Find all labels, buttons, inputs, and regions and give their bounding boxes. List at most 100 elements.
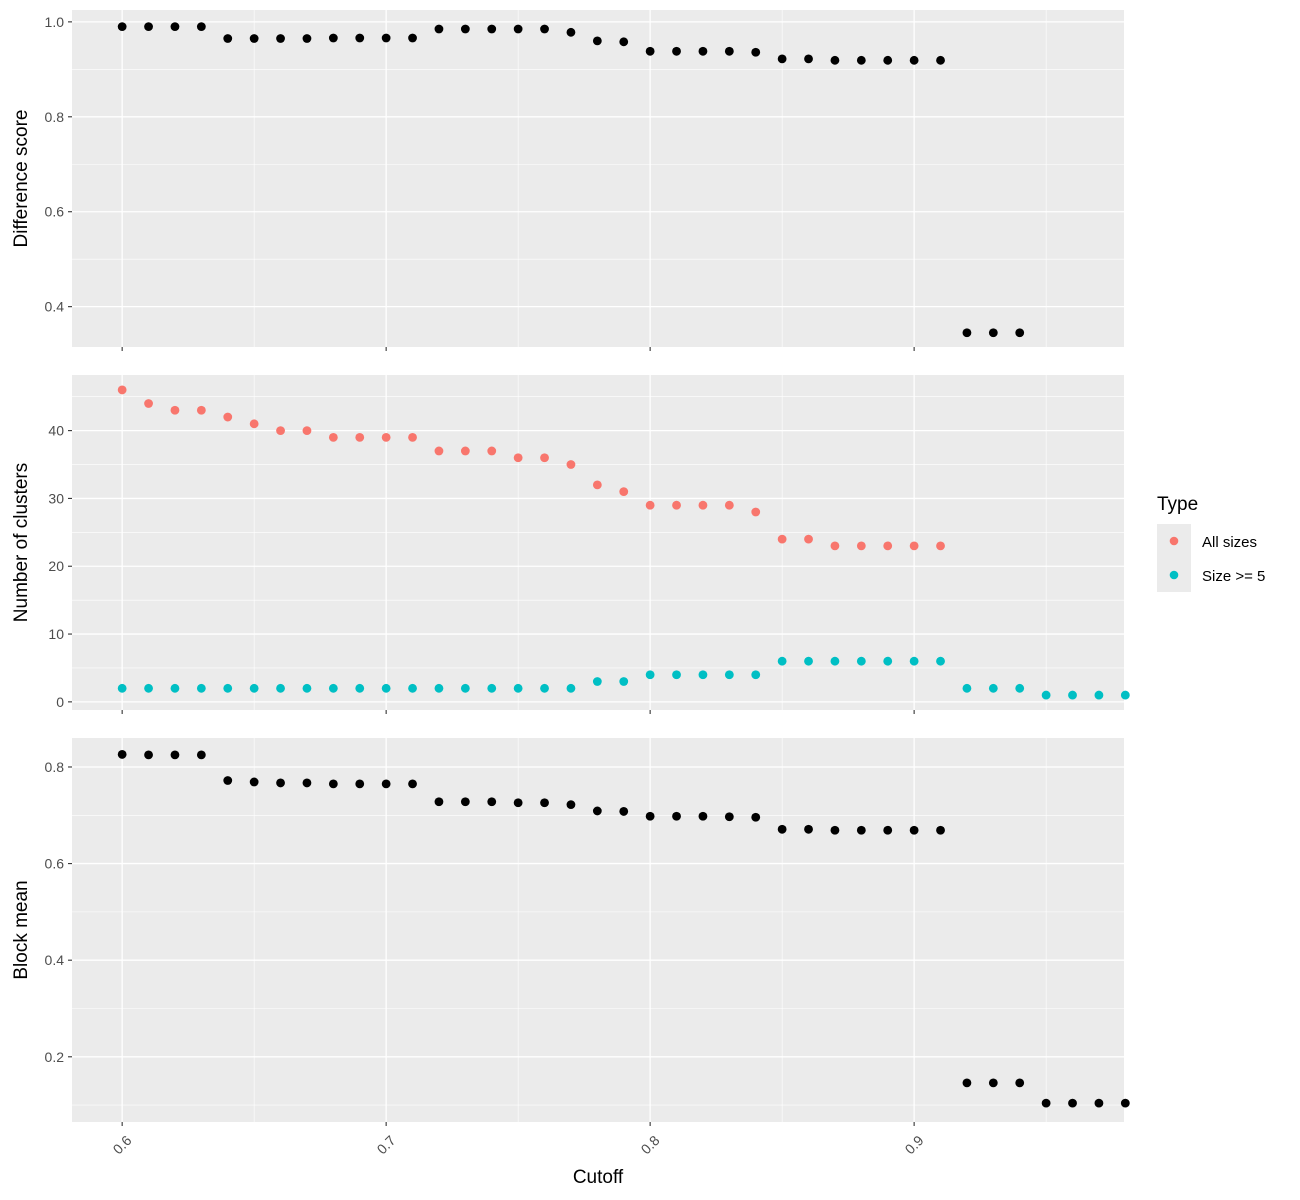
data-point xyxy=(1068,691,1077,700)
data-point xyxy=(619,807,628,816)
data-point xyxy=(646,812,655,821)
data-point xyxy=(672,812,681,821)
y-tick-label: 0.2 xyxy=(45,1049,65,1065)
y-tick-label: 0.4 xyxy=(45,299,65,315)
data-point xyxy=(778,535,787,544)
data-point xyxy=(514,25,523,34)
data-point xyxy=(593,480,602,489)
data-point xyxy=(514,684,523,693)
data-point xyxy=(989,328,998,337)
y-tick-label: 0.8 xyxy=(45,759,65,775)
data-point xyxy=(329,433,338,442)
data-point xyxy=(593,807,602,816)
data-point xyxy=(303,684,312,693)
data-point xyxy=(831,56,840,65)
y-axis-title: Difference score xyxy=(11,110,32,248)
data-point xyxy=(1042,1099,1051,1108)
data-point xyxy=(329,34,338,43)
data-point xyxy=(672,501,681,510)
data-point xyxy=(751,670,760,679)
data-point xyxy=(487,797,496,806)
data-point xyxy=(223,413,232,422)
data-point xyxy=(619,37,628,46)
data-point xyxy=(857,541,866,550)
data-point xyxy=(382,433,391,442)
data-point xyxy=(857,826,866,835)
data-point xyxy=(144,684,153,693)
data-point xyxy=(883,826,892,835)
data-point xyxy=(144,399,153,408)
data-point xyxy=(778,825,787,834)
data-point xyxy=(197,751,206,760)
data-point xyxy=(514,798,523,807)
data-point xyxy=(646,47,655,56)
data-point xyxy=(303,426,312,435)
data-point xyxy=(329,684,338,693)
data-point xyxy=(408,684,417,693)
data-point xyxy=(1015,684,1024,693)
data-point xyxy=(1015,1078,1024,1087)
data-point xyxy=(936,56,945,65)
legend-key-size-ge-5 xyxy=(1170,571,1179,580)
legend-label-size-ge-5: Size >= 5 xyxy=(1202,568,1265,585)
data-point xyxy=(751,813,760,822)
data-point xyxy=(540,798,549,807)
data-point xyxy=(435,25,444,34)
data-point xyxy=(355,779,364,788)
data-point xyxy=(171,22,180,31)
data-point xyxy=(118,750,127,759)
data-point xyxy=(1095,691,1104,700)
data-point xyxy=(250,419,259,428)
x-tick-label: 0.6 xyxy=(110,1132,135,1157)
y-tick-label: 40 xyxy=(48,423,64,439)
data-point xyxy=(857,56,866,65)
faceted-scatter-chart: 0.40.60.81.0Difference score010203040Num… xyxy=(0,0,1300,1200)
data-point xyxy=(883,657,892,666)
y-tick-label: 1.0 xyxy=(45,14,65,30)
data-point xyxy=(118,386,127,395)
data-point xyxy=(382,779,391,788)
data-point xyxy=(540,684,549,693)
data-point xyxy=(593,677,602,686)
x-tick-label: 0.7 xyxy=(374,1132,399,1157)
data-point xyxy=(197,684,206,693)
data-point xyxy=(250,778,259,787)
data-point xyxy=(487,684,496,693)
data-point xyxy=(646,670,655,679)
panel-3: 0.20.40.60.80.6 0.7 0.8 0.9Block mean xyxy=(11,738,1130,1157)
data-point xyxy=(355,34,364,43)
data-point xyxy=(355,433,364,442)
y-tick-label: 0 xyxy=(56,694,64,710)
data-point xyxy=(672,670,681,679)
data-point xyxy=(540,453,549,462)
legend-label-all-sizes: All sizes xyxy=(1202,534,1257,551)
data-point xyxy=(699,47,708,56)
data-point xyxy=(487,25,496,34)
data-point xyxy=(963,328,972,337)
data-point xyxy=(1042,691,1051,700)
data-point xyxy=(118,22,127,31)
data-point xyxy=(223,684,232,693)
data-point xyxy=(171,751,180,760)
data-point xyxy=(408,433,417,442)
data-point xyxy=(699,501,708,510)
data-point xyxy=(223,776,232,785)
data-point xyxy=(910,826,919,835)
data-point xyxy=(963,1078,972,1087)
x-tick-label: 0.9 xyxy=(902,1132,927,1157)
y-tick-label: 0.6 xyxy=(45,856,65,872)
panels-layer: 0.4 0.6 0.8 1.0 Difference score 0 10 20 30 40 Num… xyxy=(11,10,1130,1157)
data-point xyxy=(382,34,391,43)
data-point xyxy=(883,541,892,550)
data-point xyxy=(276,426,285,435)
data-point xyxy=(567,28,576,37)
data-point xyxy=(725,501,734,510)
data-point xyxy=(725,47,734,56)
data-point xyxy=(461,797,470,806)
data-point xyxy=(989,1078,998,1087)
data-point xyxy=(804,535,813,544)
data-point xyxy=(804,825,813,834)
data-point xyxy=(1095,1099,1104,1108)
data-point xyxy=(197,406,206,415)
data-point xyxy=(831,826,840,835)
